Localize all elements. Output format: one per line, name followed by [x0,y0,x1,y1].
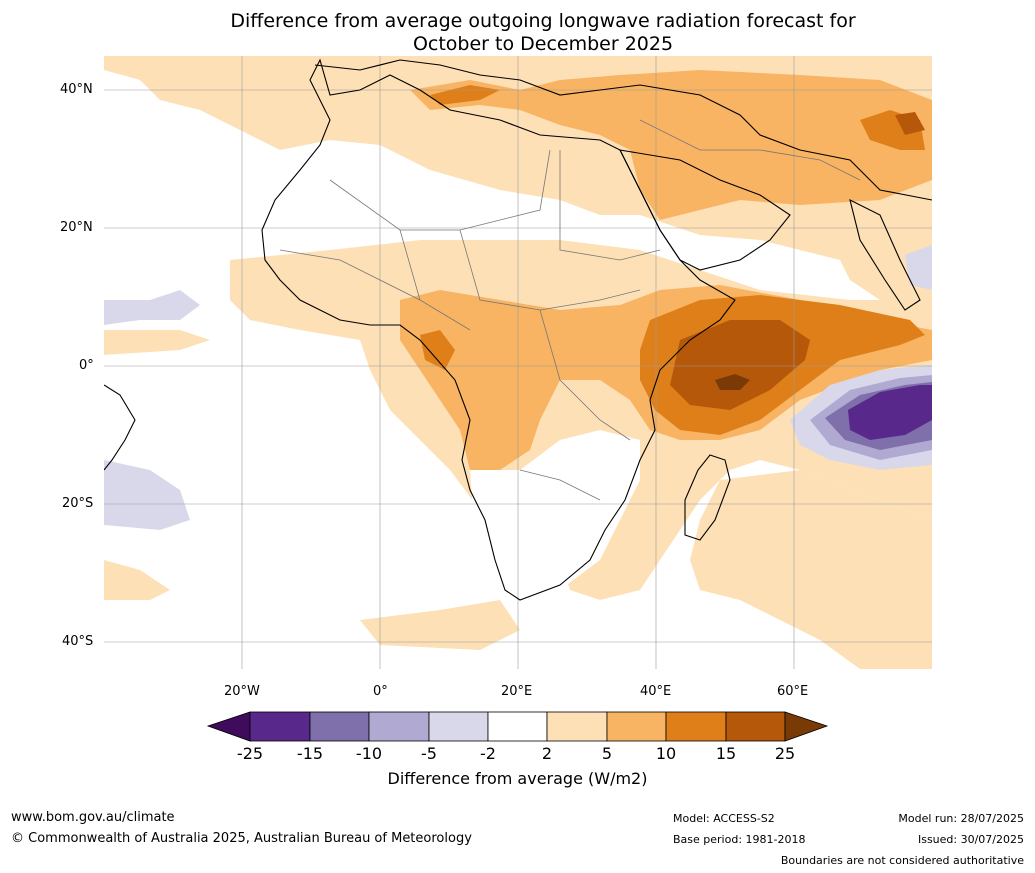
anomaly-neg-2-5-arabian [905,245,932,290]
anomaly-2-5-atlantic-eq [104,330,210,355]
colorbar-tick: 25 [774,744,796,763]
footer-base-period: Base period: 1981-2018 [673,833,806,846]
colorbar-tick: 15 [715,744,737,763]
footer-model: Model: ACCESS-S2 [673,812,775,825]
lon-label-20w: 20°W [224,684,260,699]
colorbar-tick: -5 [421,744,437,763]
europe-outline [314,59,932,201]
lat-label-20s: 20°S [62,496,94,511]
colorbar-tick: 5 [601,744,613,763]
colorbar-tick: -25 [236,744,264,763]
lon-label-60e: 60°E [777,684,809,699]
anomaly-15-25-iran [895,112,925,135]
lat-label-20n: 20°N [60,220,93,235]
colorbar-bin-7 [606,711,667,742]
colorbar-bin-1 [249,711,311,742]
coastlines [104,58,932,601]
colorbar-bin-8 [665,711,727,742]
arabia-outline [619,149,791,271]
south-america-outline [104,384,136,471]
footer-copyright: © Commonwealth of Australia 2025, Austra… [11,831,472,846]
anomaly-over-25 [715,374,750,390]
graticule [104,56,932,669]
colorbar-tick: 10 [655,744,677,763]
colorbar [206,711,829,742]
map-title: Difference from average outgoing longwav… [0,10,1035,56]
country-borders [279,119,861,501]
anomaly-neg-2-5-atlantic [104,290,200,325]
lon-label-20e: 20°E [501,684,533,699]
colorbar-tick: -15 [296,744,324,763]
colorbar-bin-4 [428,711,489,742]
anomaly-15-25-horn [670,320,810,410]
anomaly-neutral-sahara [250,140,600,250]
colorbar-bin-5 [487,711,548,742]
lon-label-0: 0° [373,684,388,699]
colorbar-title: Difference from average (W/m2) [387,769,648,788]
lat-label-equator: 0° [79,358,94,373]
india-outline [849,198,921,311]
colorbar-extend-low [206,711,251,742]
footer-issued: Issued: 30/07/2025 [917,833,1024,846]
anomaly-10-15-congo [420,330,455,370]
anomaly-2-5-south-patch [360,600,520,650]
colorbar-extend-high [784,711,829,742]
anomaly-5-10-middle-east [410,70,932,220]
lon-label-40e: 40°E [640,684,672,699]
anomaly-neutral-southern-africa [470,430,640,600]
colorbar-tick: 2 [541,744,553,763]
title-line-2: October to December 2025 [412,33,674,55]
colorbar-tick: -10 [355,744,383,763]
colorbar-bin-3 [368,711,430,742]
footer-model-run: Model run: 28/07/2025 [898,812,1024,825]
madagascar-outline [684,454,731,541]
anomaly-neg-2-5-south-atlantic [104,460,190,530]
footer-url[interactable]: www.bom.gov.au/climate [11,810,175,825]
lat-label-40n: 40°N [60,82,93,97]
lat-label-40s: 40°S [62,634,94,649]
title-line-1: Difference from average outgoing longwav… [230,10,856,32]
anomaly-2-5-atlantic-south [104,560,170,600]
colorbar-bin-6 [546,711,608,742]
anomaly-neg-15-25-indian [848,385,932,440]
colorbar-tick: -2 [480,744,496,763]
anomaly-2-5-south [690,470,932,669]
colorbar-bin-9 [725,711,786,742]
colorbar-bin-2 [309,711,370,742]
footer-disclaimer: Boundaries are not considered authoritat… [780,854,1024,867]
